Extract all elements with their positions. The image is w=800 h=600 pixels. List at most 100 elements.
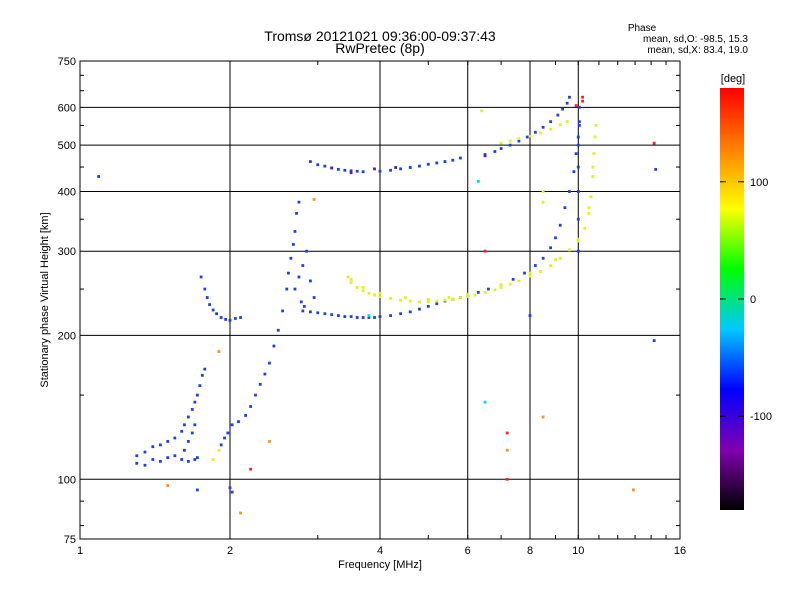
data-point xyxy=(394,166,398,169)
data-point xyxy=(330,313,334,317)
data-point xyxy=(577,105,581,109)
data-point xyxy=(528,314,532,318)
data-point xyxy=(336,314,340,318)
data-point xyxy=(228,318,232,322)
data-point xyxy=(517,139,521,143)
data-point xyxy=(373,316,376,319)
data-point xyxy=(272,344,276,348)
data-point xyxy=(565,101,569,105)
data-point xyxy=(631,488,635,492)
data-point xyxy=(182,423,186,427)
data-point xyxy=(378,295,382,299)
data-point xyxy=(346,275,350,279)
data-point xyxy=(435,161,439,165)
data-point xyxy=(295,211,298,215)
data-point xyxy=(476,291,480,294)
data-point xyxy=(190,408,194,411)
chart-title: Tromsø 20121021 09:36:00-09:37:43 xyxy=(264,28,496,44)
data-point xyxy=(211,458,215,461)
data-point xyxy=(373,167,376,171)
data-point xyxy=(568,95,571,99)
data-point xyxy=(591,175,595,178)
data-point xyxy=(244,414,248,417)
data-point xyxy=(499,283,503,287)
data-point xyxy=(568,248,571,252)
data-point xyxy=(549,120,553,124)
data-point xyxy=(528,271,532,275)
data-point xyxy=(228,486,232,490)
data-point xyxy=(151,458,155,461)
x-tick-labels: 1 2 4 6 8 10 16 xyxy=(77,545,686,557)
data-point xyxy=(249,405,253,408)
data-point xyxy=(312,296,316,299)
data-point xyxy=(523,271,526,275)
data-point xyxy=(451,297,455,301)
data-point xyxy=(367,291,371,295)
data-point xyxy=(558,256,562,260)
data-point xyxy=(426,162,430,166)
data-point xyxy=(443,298,447,302)
data-point xyxy=(230,423,234,427)
data-point xyxy=(389,314,392,318)
data-point xyxy=(249,467,253,471)
grid-lines xyxy=(79,61,681,539)
data-point xyxy=(312,198,316,201)
data-point xyxy=(367,314,371,318)
data-point xyxy=(285,287,289,291)
data-point xyxy=(226,431,230,435)
data-point xyxy=(541,125,545,129)
x-tick-label: 2 xyxy=(227,545,233,557)
data-point xyxy=(198,384,202,388)
data-point xyxy=(349,277,353,281)
x-tick-label: 8 xyxy=(527,545,533,557)
data-point xyxy=(408,310,412,314)
data-point xyxy=(574,104,578,108)
data-point xyxy=(297,200,301,204)
data-point xyxy=(483,291,487,294)
data-point xyxy=(554,236,557,240)
data-point xyxy=(268,440,271,443)
data-point xyxy=(399,312,403,316)
data-point xyxy=(499,286,503,289)
y-tick-label: 500 xyxy=(58,140,76,152)
data-point xyxy=(511,277,515,281)
data-point xyxy=(589,195,593,199)
colorbar-tick-label: 0 xyxy=(750,294,756,306)
data-point xyxy=(233,317,237,320)
data-point xyxy=(528,274,532,278)
data-point xyxy=(418,164,421,168)
data-point xyxy=(451,158,455,162)
data-point xyxy=(195,393,199,397)
data-point xyxy=(200,373,204,377)
data-point xyxy=(525,135,529,139)
data-point xyxy=(508,139,512,143)
data-point xyxy=(558,123,562,127)
data-point xyxy=(587,211,591,215)
data-point xyxy=(447,296,451,299)
x-tick-label: 16 xyxy=(674,545,686,557)
data-point xyxy=(349,169,353,173)
data-point xyxy=(361,286,365,289)
data-point xyxy=(309,160,312,163)
data-point xyxy=(576,239,580,243)
data-point xyxy=(404,296,407,299)
data-point xyxy=(408,166,412,169)
data-point xyxy=(330,166,334,170)
data-point xyxy=(576,165,580,169)
x-axis-label: Frequency [MHz] xyxy=(338,559,422,571)
data-point xyxy=(287,271,290,275)
data-point xyxy=(459,296,462,299)
data-point xyxy=(486,287,490,291)
data-point xyxy=(426,304,430,308)
data-point xyxy=(493,150,497,153)
data-point xyxy=(193,423,197,427)
data-point xyxy=(291,243,295,246)
data-point xyxy=(418,300,421,304)
data-point xyxy=(652,339,656,343)
data-point xyxy=(343,315,347,318)
data-point xyxy=(418,307,421,311)
y-tick-label: 75 xyxy=(64,534,76,546)
data-point xyxy=(549,127,553,131)
data-point xyxy=(289,256,293,260)
data-point xyxy=(297,275,301,279)
